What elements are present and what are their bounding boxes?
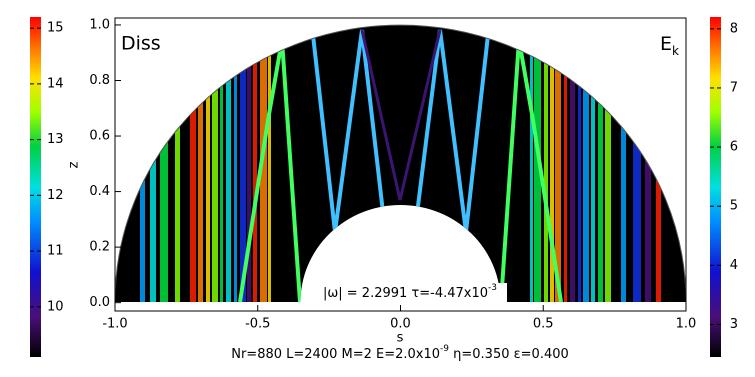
y-tick-label: 0.2 [89,240,110,255]
y-axis-label: z [67,161,82,168]
field [115,25,686,302]
ray [311,29,387,233]
streak [656,25,661,302]
streak [534,25,541,302]
streak [175,25,180,302]
y-tick-label: 0.6 [89,129,110,144]
streak [190,25,196,302]
streak [591,25,595,302]
colorbar-tick-label: 6 [730,140,738,155]
streak [598,25,603,302]
footer-text-end: η=0.350 ε=0.400 [449,347,569,362]
streak [555,25,561,302]
x-tick-label: -1.0 [102,317,127,332]
streak [206,25,210,302]
streak [583,25,589,302]
streak [247,25,251,302]
y-tick-label: 0.0 [89,295,110,310]
streak [268,25,271,302]
streak [240,25,246,302]
streak [226,25,231,302]
footer: Nr=880 L=2400 M=2 E=2.0x10-9 η=0.350 ε=0… [231,344,569,362]
streak [234,25,237,302]
annotation-text: |ω| = 2.2991 τ=-4.47x10 [323,286,488,301]
colorbar-tick-label: 5 [730,199,738,214]
streak [544,25,548,302]
colorbar-tick-label: 11 [47,244,64,259]
right-colorbar [710,17,721,357]
streak [550,25,554,302]
ray [398,29,442,201]
streak [570,25,575,302]
x-tick-label: 0.5 [533,317,554,332]
right-label-main: E [660,33,672,55]
streak [212,25,218,302]
ray [238,39,302,302]
streak [150,25,156,302]
footer-text: Nr=880 L=2400 M=2 E=2.0x10 [231,347,440,362]
streak [198,25,203,302]
annotation-box [313,283,507,303]
streak [645,25,651,302]
ray [360,29,402,201]
x-axis-label: s [397,331,404,346]
streak [605,25,611,302]
streak [220,25,223,302]
x-tick-label: 0.0 [390,317,411,332]
streak [140,25,145,302]
streak [253,25,257,302]
y-tick-label: 0.4 [89,184,110,199]
colorbar-tick-label: 14 [47,76,64,91]
streak [633,25,641,302]
streak [160,25,168,302]
colorbar-tick-label: 7 [730,80,738,95]
colorbar-tick-label: 13 [47,132,64,147]
streak [260,25,267,302]
streak [621,25,626,302]
ray [499,39,563,302]
right-panel-label: Ek [660,33,679,58]
y-tick-label: 0.8 [89,73,110,88]
streak [530,25,533,302]
streak [578,25,581,302]
colorbar-tick-label: 8 [730,21,738,36]
colorbar-tick-label: 15 [47,21,64,36]
x-tick-label: 1.0 [676,317,697,332]
colorbar-tick-label: 3 [730,317,738,332]
outer-boundary [114,24,687,303]
y-tick-label: 1.0 [89,17,110,32]
footer-exponent: -9 [440,344,449,354]
annotation-exponent: -3 [488,283,497,293]
left-colorbar [30,17,41,357]
colorbar-tick-label: 10 [47,299,64,314]
right-label-sub: k [672,44,679,58]
annotation: |ω| = 2.2991 τ=-4.47x10-3 [323,283,497,301]
colorbar-tick-label: 12 [47,188,64,203]
left-panel-label: Diss [121,33,161,55]
colorbar-tick-label: 4 [730,258,738,273]
streak [564,25,567,302]
x-tick-label: -0.5 [245,317,270,332]
ray [413,29,490,233]
